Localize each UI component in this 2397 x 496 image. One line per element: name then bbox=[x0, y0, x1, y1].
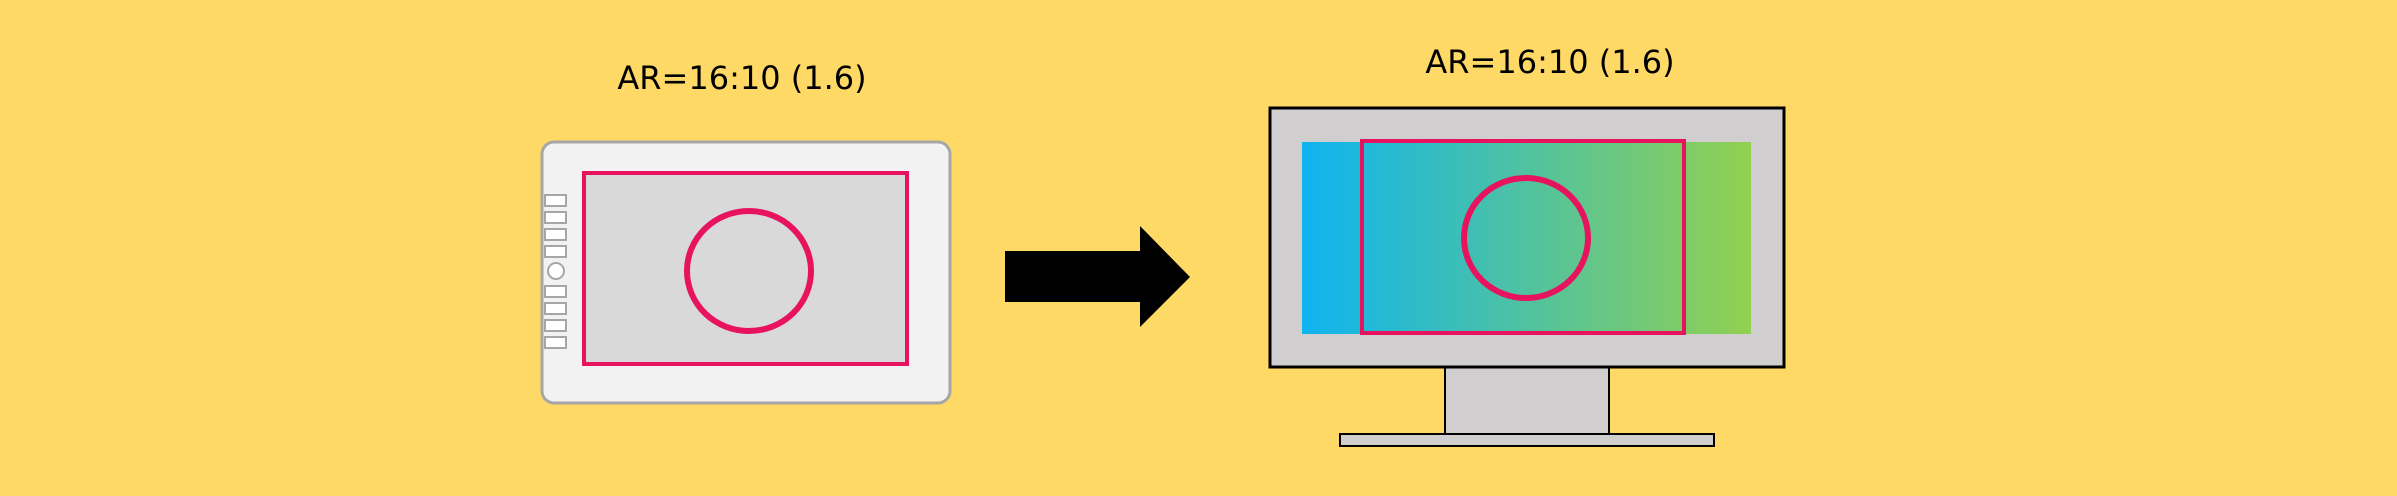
touch-ring bbox=[547, 262, 565, 280]
express-key bbox=[544, 319, 567, 332]
express-key bbox=[544, 336, 567, 349]
tablet-screen bbox=[582, 171, 909, 366]
express-key bbox=[544, 245, 567, 258]
monitor-stand-neck bbox=[1444, 365, 1610, 435]
monitor-mapped-area bbox=[1360, 139, 1686, 335]
monitor-screen bbox=[1302, 142, 1751, 334]
express-key bbox=[544, 285, 567, 298]
express-key bbox=[544, 302, 567, 315]
express-key bbox=[544, 194, 567, 207]
mapping-arrow-icon bbox=[1005, 226, 1190, 327]
monitor-aspect-ratio-label: AR=16:10 (1.6) bbox=[1425, 43, 1675, 81]
express-key bbox=[544, 228, 567, 241]
monitor-stand-base bbox=[1339, 433, 1715, 447]
tablet-express-keys bbox=[544, 194, 567, 349]
tablet-aspect-ratio-label: AR=16:10 (1.6) bbox=[617, 59, 867, 97]
drawing-tablet bbox=[540, 140, 952, 405]
express-key bbox=[544, 211, 567, 224]
monitor-highlight-circle bbox=[1461, 175, 1591, 301]
tablet-highlight-circle bbox=[684, 208, 814, 334]
monitor bbox=[1268, 106, 1786, 447]
